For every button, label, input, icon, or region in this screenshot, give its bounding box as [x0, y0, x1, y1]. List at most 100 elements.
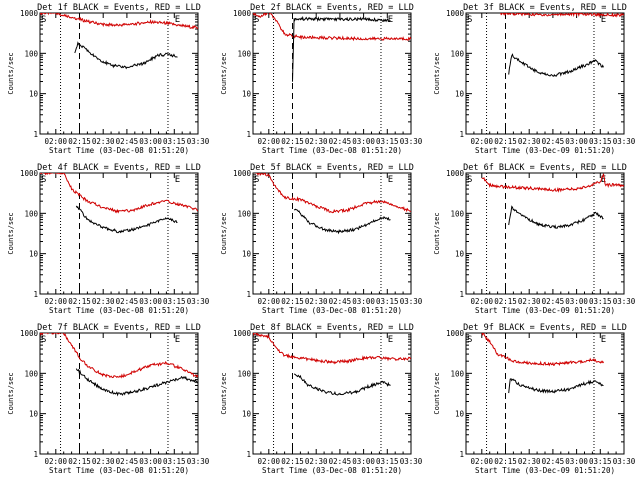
x-tick-label: 02:15 — [281, 137, 304, 146]
y-tick-label: 1000 — [446, 169, 465, 178]
x-tick-label: 03:00 — [352, 457, 375, 466]
y-tick-label: 100 — [450, 49, 464, 58]
y-tick-label: 10 — [455, 250, 465, 259]
y-tick-label: 100 — [237, 209, 251, 218]
y-axis-label: Counts/sec — [7, 212, 15, 254]
lld-rate-series — [481, 173, 624, 193]
y-tick-label: 10 — [455, 90, 465, 99]
end-marker: E — [601, 15, 606, 25]
start-marker: S — [467, 175, 472, 185]
plot-frame — [39, 12, 199, 135]
y-tick-label: 100 — [24, 49, 38, 58]
x-tick-label: 02:30 — [305, 137, 328, 146]
x-tick-label: 03:30 — [613, 457, 636, 466]
x-axis-label: Start Time (03-Dec-09 01:51:20) — [475, 306, 615, 315]
x-tick-label: 03:00 — [565, 297, 588, 306]
x-tick-label: 03:15 — [163, 137, 186, 146]
x-tick-label: 02:00 — [471, 137, 494, 146]
lld-rate-series — [253, 173, 411, 214]
end-marker: E — [388, 15, 393, 25]
events-rate-series — [293, 373, 391, 396]
x-tick-label: 03:15 — [376, 137, 399, 146]
x-axis-label: Start Time (03-Dec-09 01:51:20) — [475, 146, 615, 155]
events-rate-series — [75, 368, 198, 397]
y-tick-label: 1 — [33, 450, 38, 459]
plot-frame — [252, 12, 412, 135]
chart-title: Det 5f BLACK = Events, RED = LLD — [250, 163, 414, 173]
x-tick-label: 02:45 — [116, 297, 139, 306]
y-tick-label: 1000 — [20, 169, 39, 178]
x-tick-label: 02:15 — [68, 297, 91, 306]
x-tick-label: 02:30 — [92, 137, 115, 146]
y-axis-label: Counts/sec — [433, 52, 441, 94]
y-tick-label: 1 — [33, 130, 38, 139]
x-axis-label: Start Time (03-Dec-08 01:51:20) — [49, 466, 189, 475]
y-axis-label: Counts/sec — [220, 372, 228, 414]
x-tick-label: 03:15 — [163, 457, 186, 466]
plot-frame — [39, 172, 199, 295]
x-tick-label: 02:00 — [258, 457, 281, 466]
y-tick-label: 1000 — [233, 169, 252, 178]
x-tick-label: 02:15 — [68, 137, 91, 146]
start-marker: S — [467, 15, 472, 25]
x-tick-label: 02:15 — [68, 457, 91, 466]
start-marker: S — [41, 335, 46, 345]
y-tick-label: 100 — [24, 369, 38, 378]
y-axis-label: Counts/sec — [7, 52, 15, 94]
chart-title: Det 3f BLACK = Events, RED = LLD — [463, 3, 627, 13]
x-tick-label: 02:00 — [45, 297, 68, 306]
y-tick-label: 1000 — [446, 329, 465, 338]
y-tick-label: 1 — [246, 130, 251, 139]
x-tick-label: 02:00 — [471, 457, 494, 466]
x-tick-label: 03:00 — [139, 137, 162, 146]
x-tick-label: 03:15 — [589, 137, 612, 146]
x-tick-label: 02:45 — [329, 297, 352, 306]
x-tick-label: 02:15 — [494, 297, 517, 306]
y-tick-label: 10 — [29, 410, 39, 419]
start-marker: S — [254, 335, 259, 345]
x-tick-label: 03:00 — [139, 297, 162, 306]
y-tick-label: 1 — [33, 290, 38, 299]
x-tick-label: 03:30 — [613, 297, 636, 306]
x-tick-label: 02:30 — [518, 297, 541, 306]
y-tick-label: 1 — [246, 450, 251, 459]
lld-rate-series — [481, 333, 604, 367]
chart-panel-3: Det 3f BLACK = Events, RED = LLD S E 02:00 0… — [433, 3, 636, 155]
x-tick-label: 02:30 — [92, 457, 115, 466]
y-axis-label: Counts/sec — [220, 212, 228, 254]
x-tick-label: 03:15 — [376, 457, 399, 466]
x-tick-label: 02:30 — [92, 297, 115, 306]
x-tick-label: 03:30 — [613, 137, 636, 146]
x-tick-label: 03:15 — [589, 297, 612, 306]
start-marker: S — [467, 335, 472, 345]
lld-rate-series — [40, 333, 198, 379]
start-marker: S — [254, 15, 259, 25]
y-tick-label: 10 — [242, 90, 252, 99]
y-axis-label: Counts/sec — [433, 372, 441, 414]
x-tick-label: 02:45 — [542, 457, 565, 466]
x-tick-label: 03:00 — [352, 137, 375, 146]
x-tick-label: 02:30 — [518, 137, 541, 146]
events-rate-series — [292, 15, 391, 82]
x-tick-label: 02:45 — [116, 137, 139, 146]
y-axis-label: Counts/sec — [433, 212, 441, 254]
x-tick-label: 02:15 — [281, 297, 304, 306]
x-axis-label: Start Time (03-Dec-08 01:51:20) — [262, 146, 402, 155]
x-tick-label: 03:15 — [163, 297, 186, 306]
y-tick-label: 1 — [459, 130, 464, 139]
y-tick-label: 10 — [29, 90, 39, 99]
start-marker: S — [41, 175, 46, 185]
chart-title: Det 7f BLACK = Events, RED = LLD — [37, 323, 201, 333]
x-tick-label: 03:30 — [187, 297, 210, 306]
x-tick-label: 02:45 — [116, 457, 139, 466]
chart-title: Det 6f BLACK = Events, RED = LLD — [463, 163, 627, 173]
y-tick-label: 100 — [24, 209, 38, 218]
y-tick-label: 1 — [459, 290, 464, 299]
lld-rate-series — [499, 13, 624, 18]
